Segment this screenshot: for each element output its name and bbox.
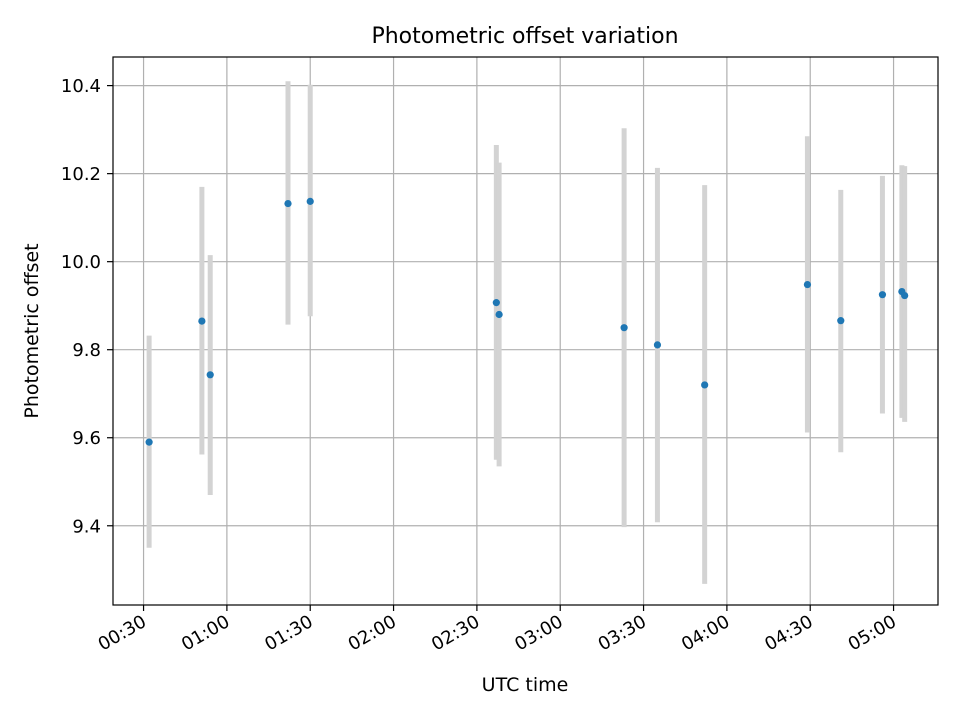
y-tick-label: 9.4 xyxy=(72,516,101,537)
data-point xyxy=(306,197,314,205)
data-point xyxy=(701,381,709,389)
y-tick-label: 10.2 xyxy=(61,164,101,185)
data-point xyxy=(837,317,845,325)
y-tick-label: 10.0 xyxy=(61,252,101,273)
data-point xyxy=(803,280,812,289)
data-point xyxy=(620,324,628,332)
point-layer xyxy=(145,197,909,446)
data-point xyxy=(198,317,206,325)
data-point xyxy=(495,310,503,319)
plot-frame xyxy=(112,56,939,606)
x-axis-label: UTC time xyxy=(482,674,569,696)
data-point xyxy=(145,438,153,446)
y-tick-label: 10.4 xyxy=(61,76,101,97)
y-axis-label: Photometric offset xyxy=(21,243,43,418)
data-point xyxy=(492,299,500,307)
y-tick-label: 9.8 xyxy=(72,340,101,361)
data-point xyxy=(878,291,887,299)
data-point xyxy=(901,291,909,300)
data-point xyxy=(206,371,214,379)
data-point xyxy=(284,199,292,208)
chart-title: Photometric offset variation xyxy=(371,24,678,49)
data-point xyxy=(653,341,662,349)
y-tick-label: 9.6 xyxy=(72,428,101,449)
